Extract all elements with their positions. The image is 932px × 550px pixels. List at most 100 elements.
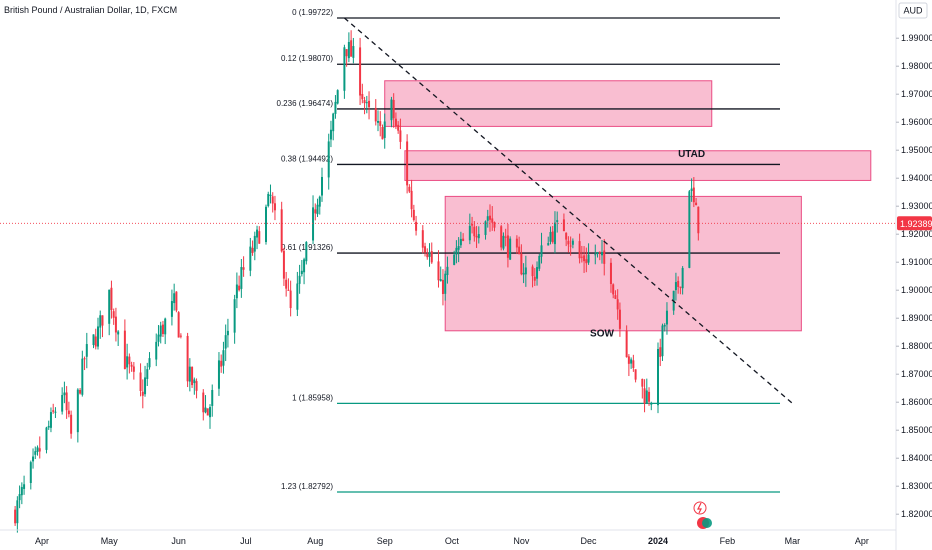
annotation-utad: UTAD (678, 149, 705, 160)
candle-body (397, 124, 400, 131)
candle-body (280, 209, 283, 252)
candle-body (612, 284, 615, 295)
candle-body (49, 412, 52, 428)
candle-body (14, 509, 17, 524)
candle-body (484, 221, 487, 235)
candle-body (108, 289, 111, 324)
candle-body (92, 334, 95, 345)
candle-body (161, 324, 164, 335)
candle-body (99, 315, 102, 328)
currency-box (898, 2, 928, 19)
candle-body (477, 234, 480, 239)
candle-body (509, 238, 512, 260)
y-tick-label-8: 1.91000 (901, 257, 932, 267)
y-tick-label-13: 1.86000 (901, 397, 932, 407)
candle-body (305, 242, 308, 262)
x-tick-label-6: Oct (445, 536, 460, 546)
candle-body (258, 231, 261, 244)
candle-body (553, 222, 556, 245)
candle-body (540, 245, 543, 257)
candle-body (222, 350, 225, 366)
fib-layer: 0 (1.99722) 0.12 (1.98070) 0.236 (1.96474)… (277, 8, 780, 493)
candle-body (249, 246, 252, 271)
event-flag-icon-2 (702, 518, 712, 528)
y-tick-label-6: 1.93000 (901, 201, 932, 211)
candle-body (439, 279, 442, 282)
candle-body (65, 392, 68, 411)
candle-body (179, 335, 182, 337)
candle-body (206, 408, 209, 416)
candle-body (253, 235, 256, 252)
candle-body (645, 390, 648, 404)
candle-body (97, 326, 99, 347)
candle-body (83, 358, 86, 360)
x-tick-label-3: Jul (240, 536, 252, 546)
candle-body (381, 127, 384, 140)
candle-body (603, 250, 606, 264)
currency-label: AUD (903, 6, 923, 16)
candle-body (634, 369, 637, 380)
candle-body (365, 102, 368, 104)
candle-body (256, 229, 259, 238)
candle-body (578, 241, 581, 259)
candle-body (567, 240, 570, 245)
candle-body (47, 425, 50, 428)
candle-body (415, 221, 418, 231)
candle-body (345, 49, 348, 57)
candle-body (85, 344, 88, 357)
candle-body (428, 252, 431, 257)
candle-body (648, 391, 651, 402)
candle-body (128, 356, 131, 365)
candle-body (193, 379, 196, 384)
annotations-layer: UTAD SOW (0, 149, 895, 339)
candle-body (316, 204, 319, 215)
candle-body (531, 266, 534, 277)
candle-body (583, 255, 586, 262)
x-tick-label-5: Sep (377, 536, 393, 546)
candle-body (446, 266, 449, 276)
candle-body (368, 100, 371, 108)
candle-body (20, 487, 23, 496)
candle-body (585, 259, 588, 264)
candle-body (549, 232, 552, 242)
candle-body (441, 279, 444, 295)
y-tick-label-10: 1.89000 (901, 313, 932, 323)
candle-body (233, 299, 236, 333)
candle-body (665, 310, 668, 325)
candle-body (697, 206, 700, 234)
candle-body (383, 121, 386, 138)
candle-body (692, 187, 695, 203)
candle-body (410, 190, 413, 210)
candle-body (300, 270, 303, 275)
fib-label-0: 0 (1.99722) (292, 8, 333, 17)
annotation-sow: SOW (590, 328, 614, 339)
candle-body (101, 315, 104, 326)
fib-label-5: 1 (1.85958) (292, 393, 333, 402)
candle-body (155, 341, 158, 360)
candle-body (238, 285, 241, 291)
candle-body (312, 207, 315, 241)
y-tick-label-0: 1.99000 (901, 33, 932, 43)
candle-body (332, 113, 335, 132)
candle-body (285, 279, 288, 289)
x-tick-label-9: 2024 (648, 536, 668, 546)
candle-body (538, 255, 541, 269)
candle-body (643, 388, 646, 404)
candle-body (81, 358, 84, 395)
candle-body (500, 226, 503, 248)
candle-body (347, 42, 350, 59)
candle-body (202, 392, 205, 413)
candle-body (235, 284, 238, 299)
candle-body (491, 218, 494, 223)
candle-body (175, 291, 178, 311)
candle-body (374, 108, 377, 122)
candle-body (126, 356, 129, 368)
candle-body (16, 500, 19, 524)
candle-body (677, 280, 680, 287)
candles-layer (14, 30, 700, 533)
y-tick-label-17: 1.82000 (901, 509, 932, 519)
chart-title: British Pound / Australian Dollar, 1D, F… (4, 5, 177, 15)
candle-body (34, 451, 37, 455)
candle-body (394, 118, 397, 126)
